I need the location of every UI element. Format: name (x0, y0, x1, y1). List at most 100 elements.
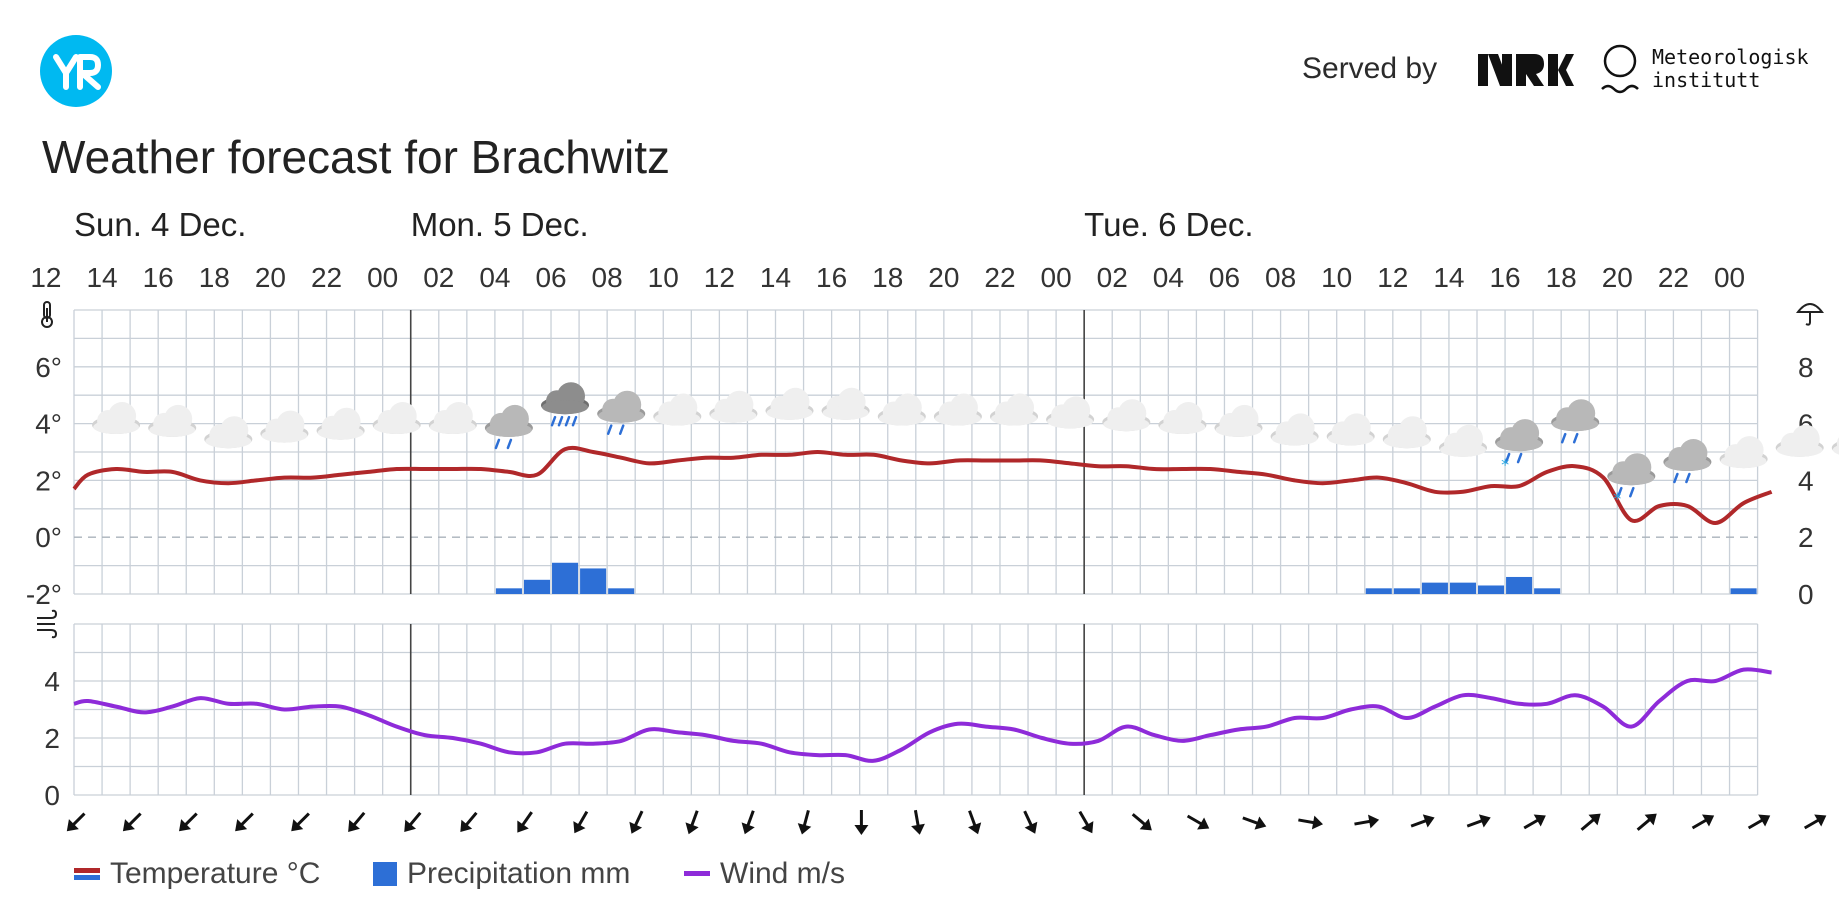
precipitation-bar (1534, 588, 1561, 594)
hour-tick-label: 20 (928, 262, 959, 293)
wind-arrow (291, 812, 310, 832)
legend-temperature-label: Temperature °C (110, 857, 321, 890)
hour-tick-label: 18 (199, 262, 230, 293)
wind-arrow-head (1422, 814, 1435, 828)
hour-tick-label: 06 (535, 262, 566, 293)
wind-icon (37, 609, 58, 639)
precipitation-bar (1421, 582, 1448, 594)
rain-drop (1516, 452, 1523, 464)
wind-arrow-head (1024, 821, 1038, 834)
cloudy-icon (653, 393, 702, 426)
rain-drop (1504, 452, 1511, 464)
wind-arrow (1466, 814, 1491, 828)
cloudy-icon (821, 387, 870, 420)
hour-tick-label: 10 (1321, 262, 1352, 293)
wind-arrow (122, 812, 142, 832)
cloud-base (93, 420, 140, 434)
cloudy-icon (1719, 436, 1768, 469)
cloudy-icon (204, 416, 253, 449)
hour-tick-label: 20 (1602, 262, 1633, 293)
wind-arrow (66, 812, 86, 832)
precipitation-bar (1449, 582, 1476, 594)
temperature-tick-label: 2° (35, 465, 62, 496)
cloud-base (991, 411, 1037, 426)
cloud-base (1103, 417, 1150, 432)
met-institutt-logo[interactable] (1600, 43, 1640, 99)
wind-arrow (741, 810, 755, 835)
rain-drop (494, 438, 501, 450)
wind-arrow-head (1701, 814, 1715, 827)
precipitation-bar (1478, 585, 1505, 594)
precipitation-bar (608, 588, 635, 594)
cloud-base (429, 420, 476, 434)
cloud-base (1047, 414, 1094, 429)
hour-tick-labels: 12 14 16 18 20 22 00 02 04 06 08 10 12 14 16 18 20 22 00 02… (30, 262, 1745, 293)
light-rain-icon (1551, 399, 1600, 444)
cloudy-icon (1102, 399, 1151, 432)
rain-drop (606, 424, 613, 435)
umbrella-icon (1795, 303, 1825, 326)
wind-tick-label: 4 (44, 666, 60, 697)
cloudy-icon (765, 387, 814, 420)
rain-drop (1560, 432, 1567, 444)
hour-tick-label: 18 (1546, 262, 1577, 293)
day-label: Sun. 4 Dec. (74, 206, 246, 243)
hour-tick-label: 00 (1714, 262, 1745, 293)
temperature-tick-label: 6° (35, 352, 62, 383)
cloud-base (1215, 422, 1262, 437)
hour-tick-label: 00 (367, 262, 398, 293)
wind-arrow-head (517, 820, 529, 833)
temperature-tick-label: 0° (35, 522, 62, 553)
cloud-base (598, 408, 645, 423)
wind-arrow-head (235, 819, 248, 832)
hour-tick-label: 04 (1153, 262, 1184, 293)
axis-icons (37, 301, 1825, 639)
cloud-base (317, 425, 364, 440)
wind-arrow (1298, 815, 1324, 830)
rain-drop (1572, 432, 1579, 444)
wind-arrow-head (797, 823, 812, 835)
cloudy-icon (1046, 396, 1095, 429)
wind-arrow-head (1368, 814, 1380, 829)
hour-tick-label: 14 (86, 262, 117, 293)
precipitation-bars (495, 562, 1757, 594)
rain-drop (506, 438, 513, 450)
temperature-line (72, 445, 1773, 525)
yr-logo[interactable] (40, 35, 112, 107)
hour-tick-label: 04 (479, 262, 510, 293)
hour-tick-label: 12 (30, 262, 61, 293)
precipitation-tick-label: 2 (1798, 522, 1814, 553)
cloudy-icon (1439, 424, 1487, 457)
cloud-base (205, 434, 252, 449)
served-by-label: Served by (1302, 52, 1438, 85)
cloud-base (1664, 457, 1711, 471)
precipitation-bar (1506, 576, 1533, 594)
hour-tick-label: 00 (1041, 262, 1072, 293)
cloud-base (654, 411, 701, 426)
hour-tick-label: 08 (1265, 262, 1296, 293)
cloudy-icon (933, 393, 982, 426)
legend-wind: Wind m/s (684, 857, 845, 891)
cloud-base (1383, 434, 1430, 449)
wind-arrow (1636, 813, 1657, 831)
wind-arrow (1242, 816, 1267, 830)
cloud-base (934, 411, 981, 426)
wind-arrow (460, 811, 478, 832)
cloud-base (485, 422, 532, 437)
rain-drop (1629, 486, 1635, 498)
day-label: Tue. 6 Dec. (1084, 206, 1253, 243)
wind-arrow-head (122, 819, 135, 832)
nrk-logo[interactable] (1478, 50, 1574, 90)
wind-arrow (1023, 810, 1038, 834)
rain-drop (618, 424, 625, 435)
wind-arrow-head (1139, 818, 1152, 831)
wind-tick-label: 2 (44, 723, 60, 754)
rain-drop (1673, 472, 1679, 484)
cloud-base (373, 420, 420, 434)
precipitation-bar (1393, 588, 1420, 594)
thermometer-icon (41, 301, 53, 328)
cloud-base (822, 405, 869, 420)
wind-arrow-head (685, 822, 699, 835)
hour-tick-label: 16 (816, 262, 847, 293)
